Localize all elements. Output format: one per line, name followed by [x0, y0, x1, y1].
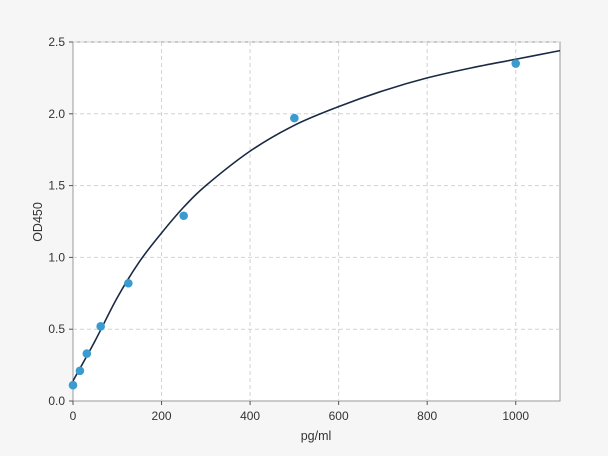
- x-tick-label: 400: [240, 409, 260, 423]
- x-tick-label: 0: [70, 409, 77, 423]
- data-points: [68, 59, 521, 390]
- data-point: [124, 278, 133, 288]
- y-axis-ticks: 0.0 0.5 1.0 1.5 2.0 2.5: [48, 35, 73, 408]
- y-tick-label: 1.5: [48, 179, 65, 193]
- y-tick-label: 0.0: [48, 394, 65, 408]
- fit-curve: [72, 49, 561, 382]
- data-point: [179, 211, 188, 221]
- x-tick-label: 200: [152, 409, 172, 423]
- x-tick-label: 1000: [502, 409, 529, 423]
- x-tick-label: 800: [417, 409, 437, 423]
- x-tick-label: 600: [329, 409, 349, 423]
- y-tick-label: 1.0: [48, 250, 65, 264]
- y-tick-label: 2.0: [48, 107, 65, 121]
- data-point: [75, 366, 85, 376]
- grid-lines: [73, 41, 560, 401]
- x-axis-title: pg/ml: [301, 429, 332, 443]
- y-axis-title: OD450: [31, 202, 45, 242]
- data-point: [68, 380, 78, 390]
- plot-frame: [72, 41, 561, 402]
- fit-curve-layer: [72, 49, 561, 382]
- data-point: [82, 349, 92, 358]
- data-point: [290, 113, 299, 123]
- data-point: [96, 322, 105, 331]
- y-tick-label: 0.5: [48, 322, 65, 336]
- y-tick-label: 2.5: [48, 35, 65, 49]
- x-axis-ticks: 0 200 400 600 800 1000: [70, 401, 529, 423]
- data-point: [511, 59, 521, 68]
